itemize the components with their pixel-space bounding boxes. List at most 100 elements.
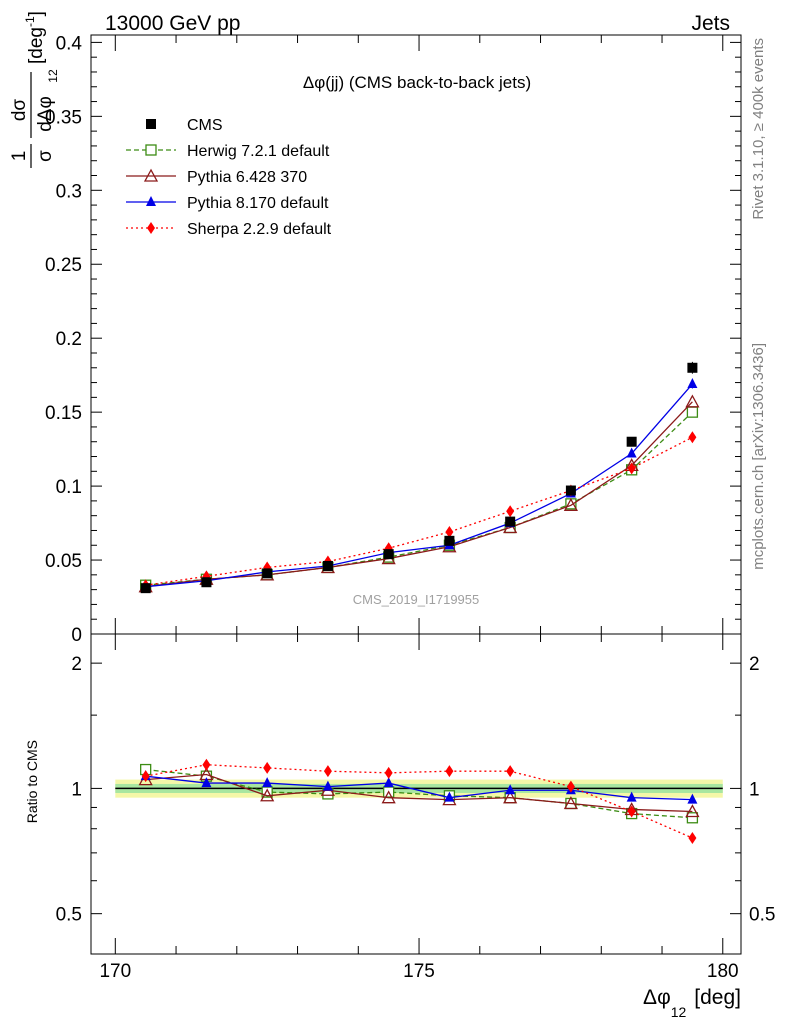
series-herwig-7-2-1-default bbox=[140, 406, 699, 591]
ylabel-unit: [deg-1] bbox=[23, 11, 47, 64]
ylabel-dsigma: dσ bbox=[9, 99, 30, 122]
ylabel-dphi: dΔφ bbox=[35, 96, 56, 132]
main-y-tick-label: 0.25 bbox=[45, 255, 82, 276]
legend-label: Pythia 6.428 370 bbox=[187, 169, 307, 186]
xlabel-unit: [deg] bbox=[694, 986, 741, 1009]
ratio-point bbox=[627, 805, 636, 818]
legend-marker bbox=[146, 196, 156, 206]
data-point bbox=[445, 525, 454, 538]
series-sherpa-2-2-9-default bbox=[141, 431, 697, 592]
main-y-tick-label: 0 bbox=[71, 625, 82, 646]
ratio-series-pythia-8-170-default bbox=[140, 770, 698, 804]
ratio-series-pythia-6-428-370 bbox=[138, 767, 700, 818]
data-point bbox=[626, 436, 637, 447]
legend: CMS Herwig 7.2.1 default Pythia 6.428 370 P… bbox=[126, 117, 332, 238]
series-pythia-8-170-default bbox=[140, 378, 698, 591]
ratio-y-tick-label-right: 0.5 bbox=[749, 905, 775, 926]
ylabel-unit-open: [deg bbox=[26, 27, 47, 64]
ylabel-unit-sup: -1 bbox=[23, 16, 37, 27]
series-line bbox=[145, 401, 693, 588]
series-cms bbox=[140, 361, 698, 594]
ratio-point bbox=[322, 780, 333, 791]
data-point bbox=[688, 431, 697, 444]
ratio-point bbox=[381, 790, 396, 804]
data-point bbox=[627, 462, 636, 475]
ratio-point bbox=[202, 758, 211, 771]
ylabel-dphi-subscript: 12 bbox=[46, 69, 60, 83]
main-axes: 0 0.05 0.1 0.15 0.2 0.25 0.3 0.35 0.4 bbox=[45, 33, 741, 646]
legend-item: Herwig 7.2.1 default bbox=[126, 143, 330, 160]
ylabel-unit-close: ] bbox=[26, 11, 47, 16]
ratio-series-layer bbox=[138, 758, 700, 845]
ratio-y-tick-label: 1 bbox=[71, 779, 82, 800]
ratio-point bbox=[141, 770, 150, 783]
legend-item: Pythia 8.170 default bbox=[126, 195, 329, 212]
ratio-panel-frame bbox=[90, 633, 742, 955]
header-left-label: 13000 GeV pp bbox=[105, 12, 240, 35]
data-point bbox=[262, 568, 273, 579]
series-line bbox=[145, 436, 693, 586]
rivet-version-label: Rivet 3.1.10, ≥ 400k events bbox=[750, 38, 767, 220]
main-y-axis-label: 1 σ dσ dΔφ 12 [deg-1] bbox=[9, 11, 60, 168]
ratio-y-axis-label: Ratio to CMS bbox=[24, 740, 40, 823]
legend-marker bbox=[147, 222, 155, 234]
ratio-point bbox=[263, 761, 272, 774]
ratio-point bbox=[323, 765, 332, 778]
ratio-line bbox=[145, 768, 693, 819]
data-point bbox=[565, 485, 576, 496]
legend-label: Sherpa 2.2.9 default bbox=[187, 221, 332, 238]
header-right-label: Jets bbox=[691, 12, 730, 35]
ratio-point bbox=[626, 791, 637, 802]
x-tick-label: 170 bbox=[99, 961, 131, 982]
ylabel-one: 1 bbox=[9, 151, 30, 162]
ratio-point bbox=[444, 791, 455, 802]
x-tick-label: 180 bbox=[707, 961, 739, 982]
data-point bbox=[626, 447, 637, 458]
ratio-axes: 0.5 0.5 1 1 2 2 170 175 180 bbox=[56, 634, 775, 982]
main-y-tick-label: 0.35 bbox=[45, 107, 82, 128]
legend-label: Pythia 8.170 default bbox=[187, 195, 329, 212]
ylabel-sigma: σ bbox=[35, 150, 56, 162]
ratio-point bbox=[383, 777, 394, 788]
main-y-tick-label: 0.1 bbox=[56, 477, 82, 498]
mcplots-reference-label: mcplots.cern.ch [arXiv:1306.3436] bbox=[750, 343, 767, 570]
ratio-point bbox=[506, 765, 515, 778]
ratio-point bbox=[384, 766, 393, 779]
data-point bbox=[322, 560, 333, 571]
ratio-y-tick-label: 0.5 bbox=[56, 905, 82, 926]
ratio-point bbox=[201, 777, 212, 788]
data-point bbox=[685, 394, 700, 408]
ratio-point bbox=[686, 812, 699, 824]
legend-marker bbox=[143, 168, 159, 182]
ratio-point bbox=[503, 790, 518, 804]
data-point bbox=[140, 583, 151, 594]
legend-label: Herwig 7.2.1 default bbox=[187, 143, 330, 160]
ratio-point bbox=[688, 832, 697, 845]
data-point bbox=[686, 406, 699, 418]
main-y-tick-label: 0.3 bbox=[56, 181, 82, 202]
main-y-tick-label: 0.15 bbox=[45, 403, 82, 424]
ratio-line bbox=[145, 775, 693, 801]
data-point bbox=[383, 549, 394, 560]
data-point bbox=[444, 535, 455, 546]
legend-item: Sherpa 2.2.9 default bbox=[126, 221, 332, 238]
legend-label: CMS bbox=[187, 117, 223, 134]
ratio-y-tick-label: 2 bbox=[71, 654, 82, 675]
ratio-point bbox=[262, 777, 273, 788]
data-point bbox=[506, 505, 515, 518]
ratio-point bbox=[685, 804, 700, 818]
ratio-point bbox=[260, 788, 275, 802]
series-line bbox=[145, 383, 693, 588]
main-y-tick-label: 0.4 bbox=[56, 33, 83, 54]
ratio-series-sherpa-2-2-9-default bbox=[141, 758, 697, 845]
legend-item: CMS bbox=[146, 117, 223, 134]
ratio-point bbox=[445, 765, 454, 778]
ratio-point bbox=[505, 784, 516, 795]
ratio-y-tick-label-right: 1 bbox=[749, 779, 760, 800]
ratio-line bbox=[145, 773, 693, 813]
legend-marker bbox=[145, 144, 157, 156]
ratio-line bbox=[145, 764, 693, 839]
x-tick-label: 175 bbox=[403, 961, 435, 982]
ratio-point bbox=[687, 793, 698, 804]
